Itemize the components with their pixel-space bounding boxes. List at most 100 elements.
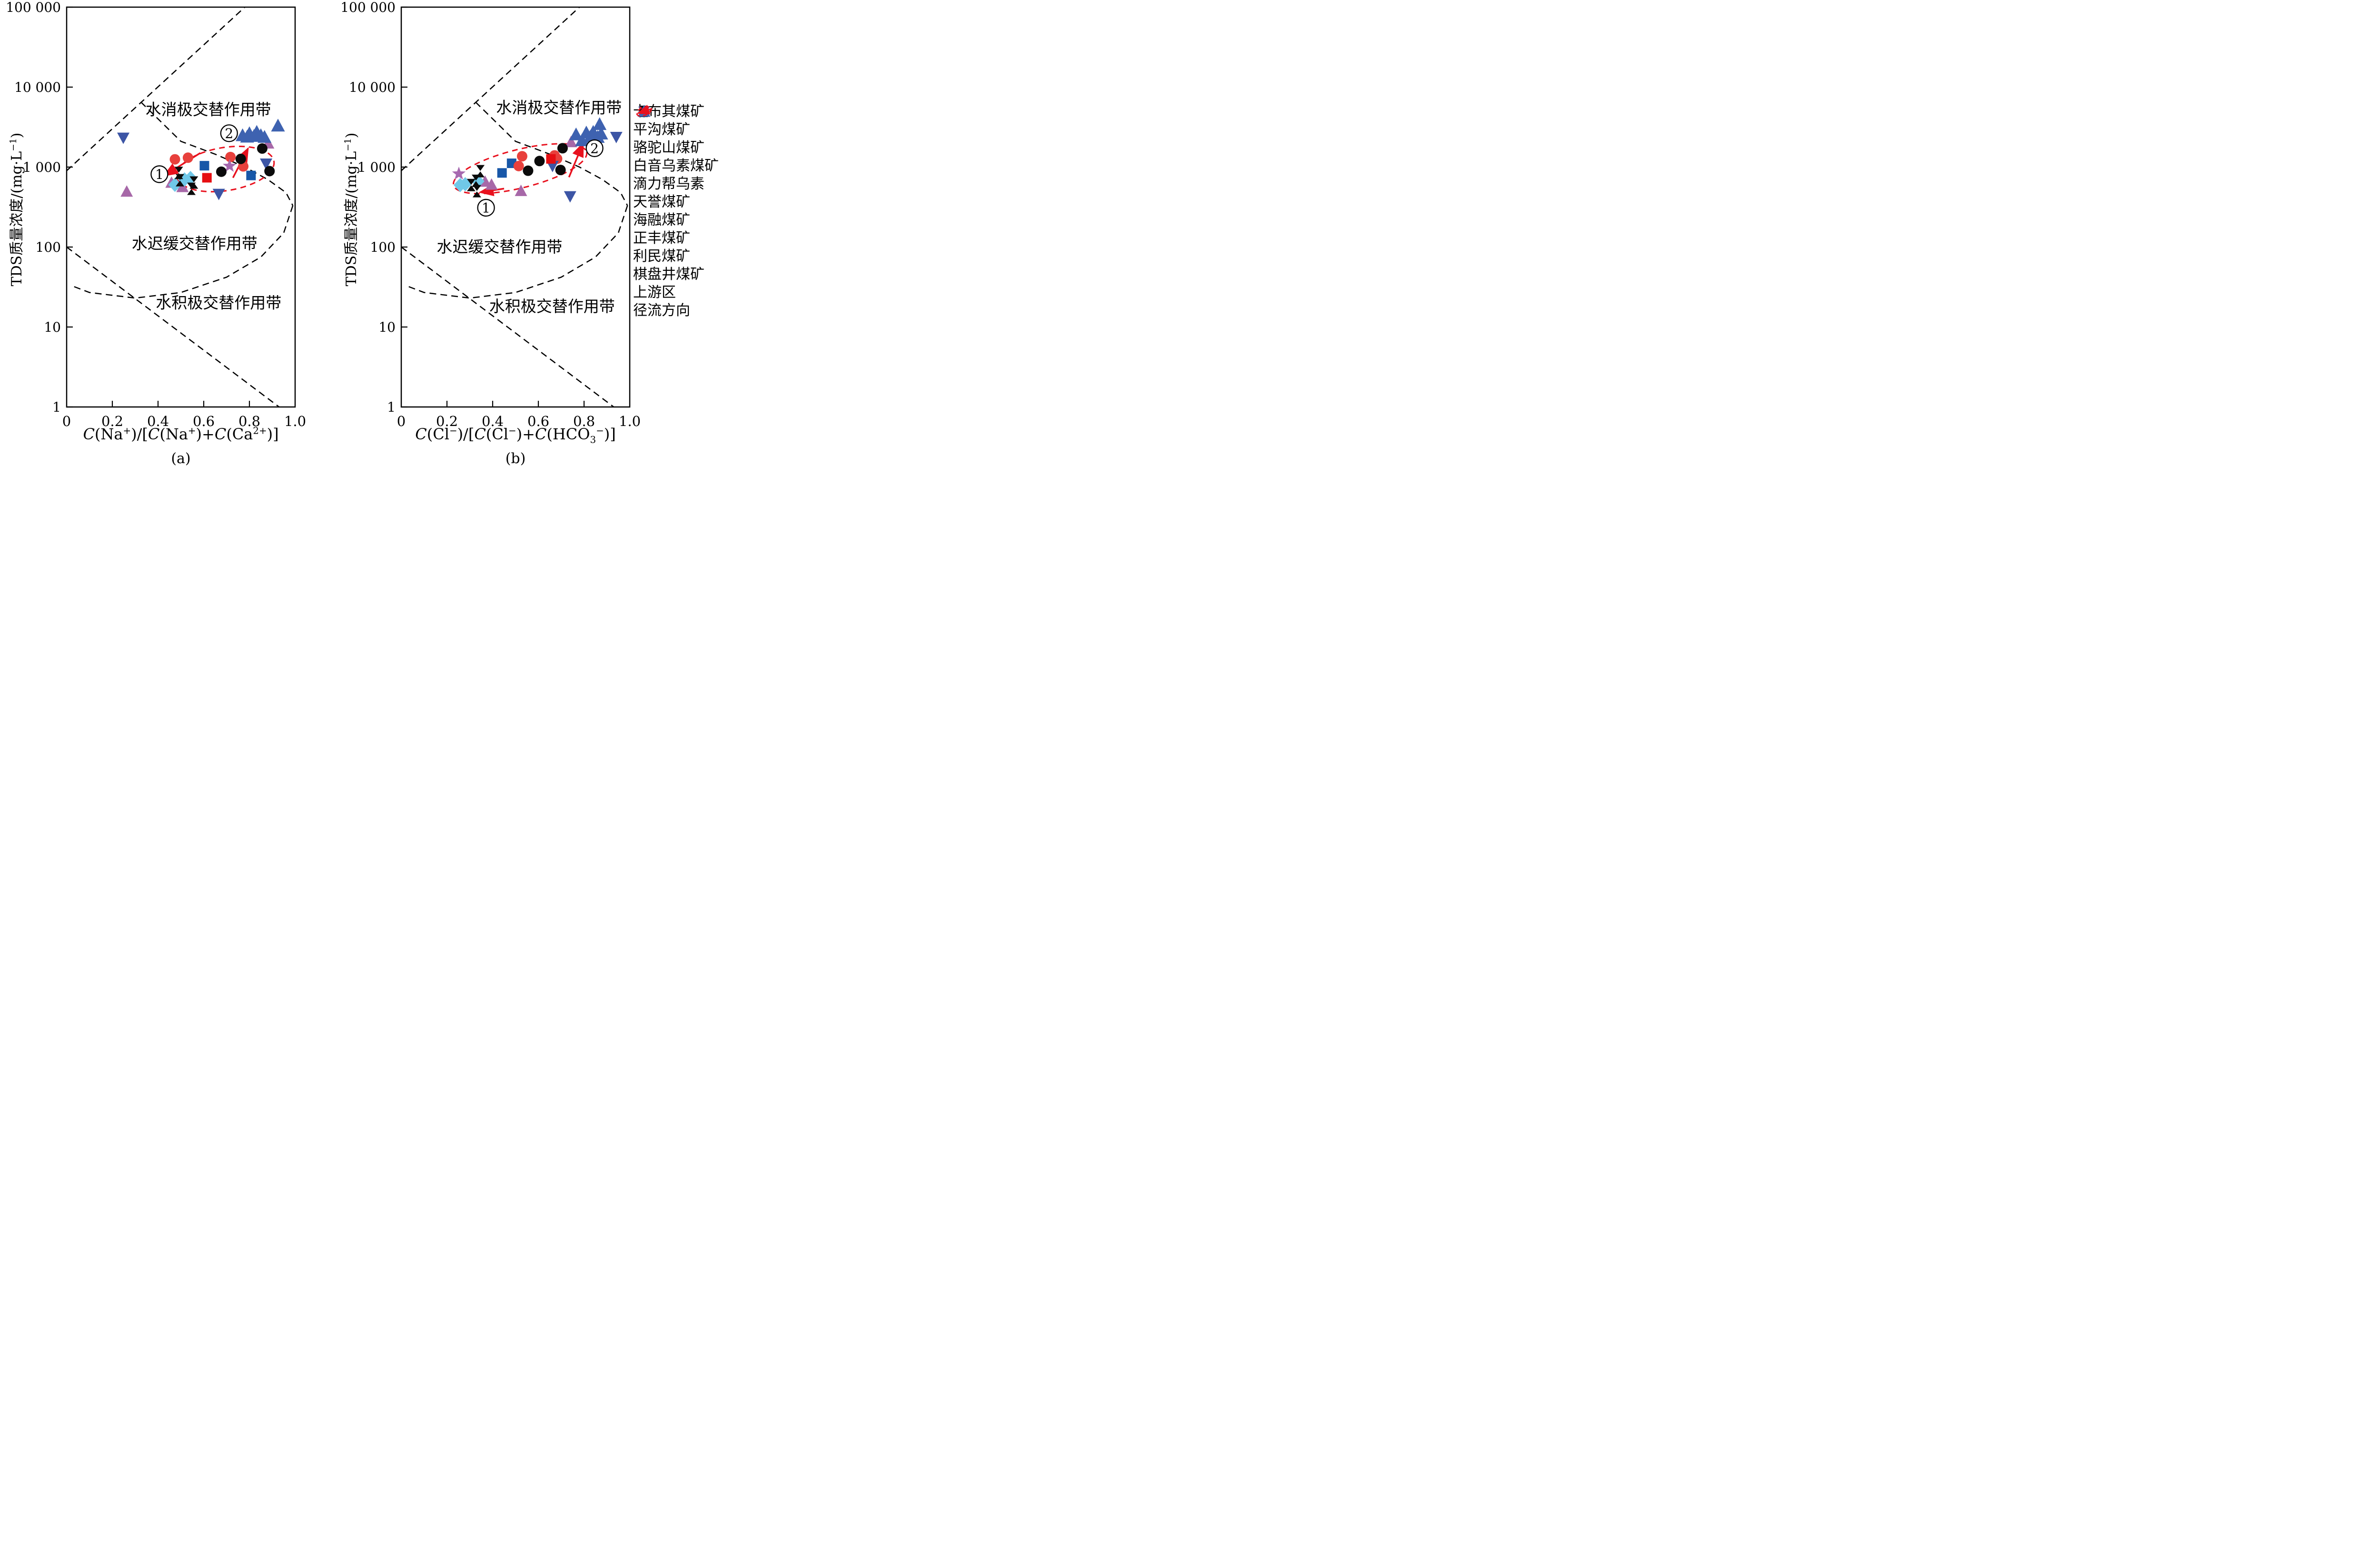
x-tick-label: 0.8: [238, 413, 260, 429]
sulin-diagram-figure: 1 10 100 1 000 10 000 100 000 0 0.2 0.4 0.6 0.8 1.0…: [0, 0, 748, 471]
data-point-海融煤矿: [452, 167, 466, 180]
data-point-卡布其煤矿: [199, 161, 209, 171]
flow-direction-arrow: [163, 152, 201, 177]
x-tick-label: 0: [397, 413, 406, 429]
zone-label: 水消极交替作用带: [496, 99, 622, 117]
svg-text:1: 1: [155, 167, 164, 182]
zone-boundary-lens-bottom: [71, 205, 294, 299]
data-point-棋盘井煤矿: [575, 133, 589, 147]
y-tick-label: 1 000: [23, 159, 61, 175]
data-point-骆驼山煤矿: [485, 178, 498, 190]
zone-boundary-lower-line: [401, 247, 615, 407]
data-point-利民煤矿: [264, 166, 275, 177]
y-tick-label: 100 000: [340, 0, 396, 15]
data-point-骆驼山煤矿: [479, 175, 492, 187]
legend-label: 骆驼山煤矿: [633, 139, 704, 156]
flow-direction-arrow: [568, 142, 584, 178]
y-tick-label: 1: [387, 399, 396, 415]
panel-tag-a: (a): [171, 450, 191, 467]
y-tick-label: 10 000: [14, 79, 61, 95]
legend-label: 棋盘井煤矿: [633, 266, 704, 283]
data-point-平沟煤矿: [182, 152, 193, 163]
data-point-棋盘井煤矿: [569, 127, 583, 140]
legend-label: 径流方向: [633, 302, 690, 319]
panel-b-plot: 1 10 100 1 000 10 000 100 000 0 0.2 0.4 0.6 0.8 1.0…: [340, 0, 641, 429]
data-point-利民煤矿: [216, 166, 227, 177]
zone-boundary-upper-line: [66, 7, 246, 171]
data-point-天誉煤矿: [476, 165, 485, 178]
zone-boundary-upper-line: [401, 7, 580, 171]
legend-label: 上游区: [633, 284, 676, 301]
zone-label: 水积极交替作用带: [156, 293, 281, 312]
y-tick-label: 10 000: [349, 79, 396, 95]
zone-boundary-lens-top: [475, 101, 628, 206]
legend-item-5: 滴力帮乌素: [633, 105, 719, 193]
data-point-白音乌素煤矿: [260, 159, 273, 170]
plot-border: [66, 6, 296, 408]
data-point-滴力帮乌素: [458, 177, 472, 191]
data-point-利民煤矿: [557, 143, 568, 154]
y-tick-label: 100 000: [6, 0, 61, 15]
x-tick-label: 0: [62, 413, 71, 429]
svg-text:2: 2: [225, 126, 233, 141]
zone-label: 水积极交替作用带: [489, 297, 615, 316]
data-point-正丰煤矿: [202, 173, 212, 183]
zone-label: 水消极交替作用带: [146, 100, 271, 119]
data-point-海融煤矿: [222, 159, 237, 172]
circled-number-2: 2: [220, 124, 238, 142]
y-tick-label: 1: [52, 399, 61, 415]
legend-label: 天誉煤矿: [633, 194, 690, 210]
x-tick-label: 0.4: [482, 413, 504, 429]
data-point-卡布其煤矿: [497, 168, 507, 178]
circled-number-2: 2: [585, 139, 604, 158]
data-point-利民煤矿: [555, 165, 566, 176]
circled-number-1: 1: [477, 198, 495, 217]
data-point-平沟煤矿: [513, 160, 524, 171]
legend-item-2: 平沟煤矿: [633, 106, 719, 139]
legend-label: 滴力帮乌素: [633, 176, 704, 192]
panel-a-plot: 1 10 100 1 000 10 000 100 000 0 0.2 0.4 0.6 0.8 1.0…: [6, 0, 306, 429]
y-tick-label: 10: [44, 319, 61, 335]
legend-symbol-arrow-icon: [636, 105, 653, 115]
data-point-利民煤矿: [257, 143, 268, 154]
x-axis-label-b: C(Cl−)/[C(Cl−)+C(HCO3−)]: [415, 425, 616, 446]
y-tick-label: 1 000: [357, 159, 396, 175]
data-point-棋盘井煤矿: [258, 130, 272, 143]
data-point-白音乌素煤矿: [610, 132, 623, 144]
data-point-平沟煤矿: [516, 151, 527, 162]
data-point-骆驼山煤矿: [565, 136, 577, 148]
legend-label: 白音乌素煤矿: [633, 158, 719, 174]
data-point-白音乌素煤矿: [212, 188, 225, 200]
legend-label: 平沟煤矿: [633, 121, 690, 138]
legend-item-8: 正丰煤矿: [633, 107, 719, 248]
x-tick-label: 0.2: [101, 413, 123, 429]
zone-boundary-lens-bottom: [406, 205, 628, 299]
data-point-正丰煤矿: [546, 154, 556, 164]
data-point-骆驼山煤矿: [120, 185, 133, 197]
data-point-利民煤矿: [235, 153, 246, 164]
data-point-天誉煤矿: [466, 178, 476, 191]
x-tick-label: 1.0: [284, 413, 306, 429]
legend-label: 正丰煤矿: [633, 230, 690, 247]
legend-item-12: 径流方向: [633, 105, 719, 320]
data-point-白音乌素煤矿: [564, 191, 576, 203]
svg-text:2: 2: [590, 140, 599, 156]
data-point-骆驼山煤矿: [176, 180, 189, 192]
data-point-棋盘井煤矿: [271, 119, 285, 132]
data-point-棋盘井煤矿: [594, 127, 608, 140]
data-point-天誉煤矿: [472, 185, 481, 198]
data-point-天誉煤矿: [471, 174, 480, 187]
data-point-平沟煤矿: [225, 151, 236, 162]
plot-border: [400, 6, 631, 408]
circled-number-1: 1: [150, 165, 169, 183]
legend-item-7: 海融煤矿: [633, 105, 719, 229]
data-point-天誉煤矿: [189, 176, 198, 189]
x-tick-label: 0.8: [573, 413, 595, 429]
legend-item-4: 白音乌素煤矿: [633, 106, 719, 175]
panel-tag-b: (b): [505, 450, 526, 467]
data-point-卡布其煤矿: [246, 170, 256, 180]
data-point-天誉煤矿: [176, 174, 185, 187]
x-tick-label: 0.6: [193, 413, 215, 429]
data-point-白音乌素煤矿: [117, 132, 130, 144]
legend-item-9: 利民煤矿: [633, 106, 719, 266]
